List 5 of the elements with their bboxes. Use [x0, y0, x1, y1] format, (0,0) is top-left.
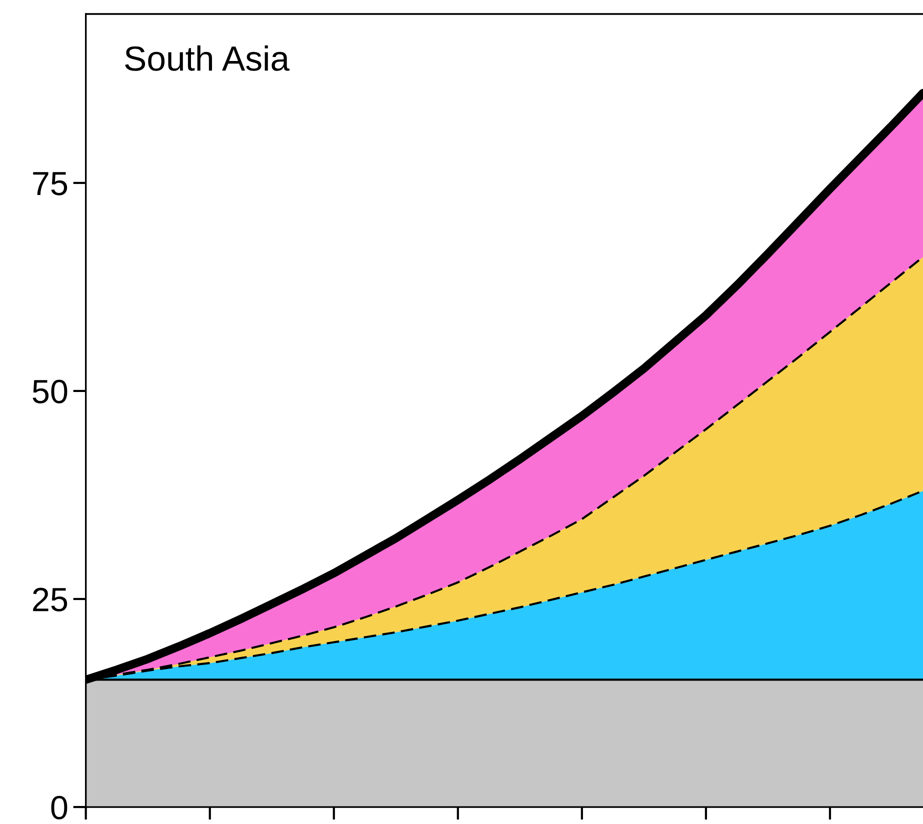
text: South Asia	[125, 45, 290, 71]
y-tick-label: 0	[51, 796, 68, 820]
y-tick-label: 25	[33, 588, 68, 612]
y-tick-label: 75	[33, 172, 68, 196]
y-tick-label: 50	[32, 380, 68, 404]
